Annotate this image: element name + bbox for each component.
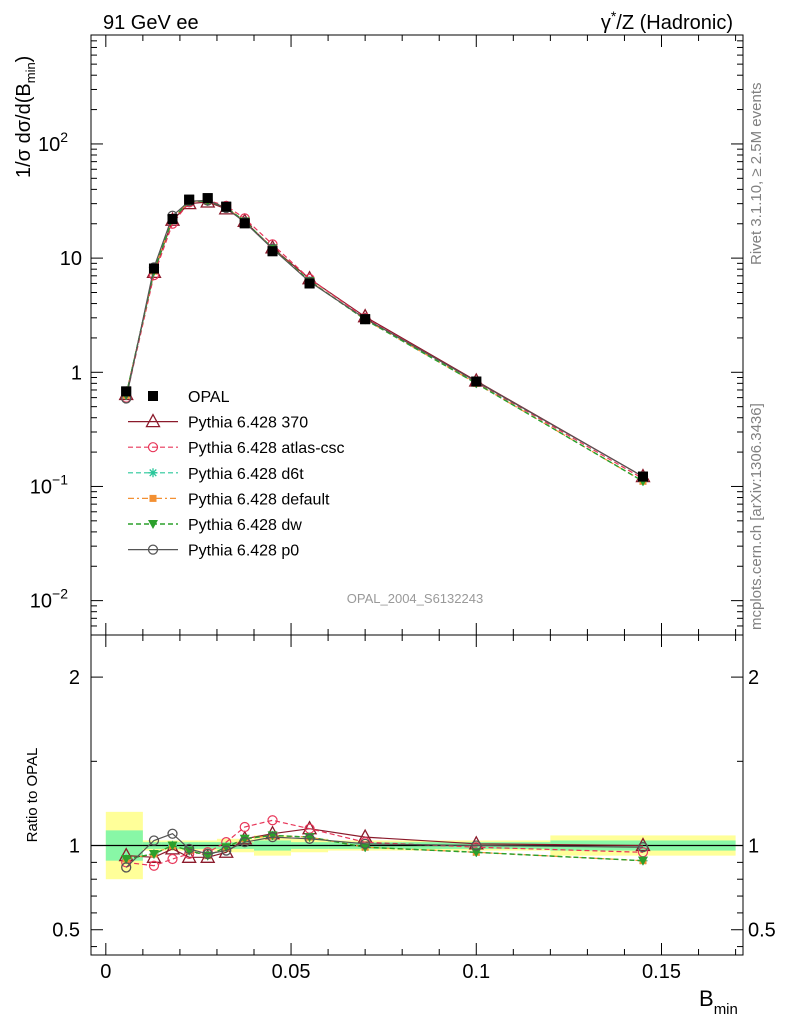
main-series-layer <box>118 193 651 487</box>
legend-marker <box>148 520 158 529</box>
main-ylabel: 1/σ dσ/d(Bmin) <box>13 56 38 178</box>
side-text-top: Rivet 3.1.10, ≥ 2.5M events <box>748 83 765 266</box>
legend-label: OPAL <box>188 389 230 406</box>
ratio-line-p370 <box>126 828 644 858</box>
legend-marker <box>147 544 159 555</box>
ratio-point-dw <box>167 841 178 851</box>
point-OPAL <box>637 471 648 482</box>
ratio-point-atlas <box>267 815 278 826</box>
series-line-p370 <box>125 201 644 478</box>
point-OPAL <box>184 194 195 205</box>
ratio-ytick-label: 0.5 <box>52 920 80 942</box>
point-OPAL <box>267 246 278 257</box>
main-ytick-label: 10−2 <box>30 586 68 613</box>
ratio-line-p0 <box>125 833 644 868</box>
ratio-ytick-label-right: 2 <box>748 667 759 689</box>
xtick-label: 0.15 <box>642 961 681 983</box>
ratio-point-atlas <box>167 853 178 865</box>
point-OPAL <box>304 278 315 289</box>
ratio-ytick-label-right: 0.5 <box>748 920 776 942</box>
ratio-point-dw <box>184 846 195 856</box>
point-OPAL <box>471 376 482 387</box>
xtick-label: 0.05 <box>272 961 311 983</box>
ratio-point-p0 <box>184 843 195 855</box>
ratio-ylabel: Ratio to OPAL <box>24 748 41 843</box>
legend-label: Pythia 6.428 d6t <box>188 466 304 483</box>
ratio-line-atlas <box>126 819 644 867</box>
header-right: γ*/Z (Hadronic) <box>601 8 733 34</box>
legend-label: Pythia 6.428 atlas-csc <box>188 440 345 457</box>
ratio-point-dw <box>221 843 232 853</box>
ratio-series-p0 <box>121 828 649 873</box>
ratio-point-p0 <box>359 838 371 849</box>
ratio-point-p0 <box>121 862 132 873</box>
point-OPAL <box>239 218 250 229</box>
ratio-point-p0 <box>148 835 160 846</box>
ratio-point-dw <box>121 855 132 864</box>
main-ytick-label: 10 <box>60 248 82 270</box>
legend-item: Pythia 6.428 p0 <box>128 543 299 560</box>
ratio-ytick-label: 1 <box>69 836 80 858</box>
point-OPAL <box>221 201 232 212</box>
legend-item: Pythia 6.428 d6t <box>128 466 304 483</box>
point-OPAL <box>148 263 159 274</box>
series-line-dw <box>125 200 644 482</box>
ratio-point-atlas <box>148 860 160 871</box>
point-OPAL <box>202 193 213 204</box>
legend-item: Pythia 6.428 default <box>128 491 330 508</box>
ratio-ytick-label-right: 1 <box>748 836 759 858</box>
ratio-axes: 0.5 0.5 1 1 2 2 0 0.05 0.1 0.15 <box>52 634 776 983</box>
ratio-point-p370 <box>181 848 197 863</box>
point-OPAL <box>167 214 178 225</box>
legend-marker <box>145 413 161 428</box>
series-line-p0 <box>125 199 644 478</box>
analysis-id: OPAL_2004_S6132243 <box>347 591 483 606</box>
ratio-ytick-label: 2 <box>69 667 80 689</box>
ratio-point-p0 <box>239 837 250 848</box>
point-OPAL <box>121 386 132 397</box>
legend-item: OPAL <box>148 389 230 406</box>
main-ytick-label: 10−1 <box>30 471 68 498</box>
legend-marker <box>147 442 159 453</box>
main-axes: 10−2 10−1 1 10 102 <box>30 34 744 636</box>
ratio-frame <box>90 634 744 956</box>
legend-label: Pythia 6.428 dw <box>188 517 302 534</box>
legend-label: Pythia 6.428 p0 <box>188 543 299 560</box>
ratio-line-dw <box>126 834 644 862</box>
series-line-atlas <box>125 199 644 480</box>
legend-item: Pythia 6.428 atlas-csc <box>128 440 345 457</box>
xtick-label: 0 <box>100 961 111 983</box>
x-axis-label: Bmin <box>699 986 738 1018</box>
ratio-series-layer <box>118 815 651 873</box>
ratio-point-dw <box>239 834 250 844</box>
legend-label: Pythia 6.428 default <box>188 491 330 508</box>
xtick-label: 0.1 <box>462 961 490 983</box>
main-ytick-label: 1 <box>71 362 82 384</box>
legend-marker <box>149 494 157 502</box>
ratio-point-p0 <box>267 831 278 843</box>
series-OPAL-top <box>121 193 648 482</box>
legend-marker <box>148 468 158 478</box>
legend-item: Pythia 6.428 370 <box>128 413 308 432</box>
legend-item: Pythia 6.428 dw <box>128 517 302 534</box>
ratio-point-p0 <box>221 845 232 856</box>
main-ytick-label: 102 <box>38 129 68 156</box>
ratio-point-dw <box>148 849 159 859</box>
ratio-point-p0 <box>471 840 482 851</box>
ratio-point-dw <box>471 848 482 858</box>
legend-marker <box>148 391 158 401</box>
point-OPAL <box>360 314 371 325</box>
ratio-point-p0 <box>202 848 213 860</box>
legend-label: Pythia 6.428 370 <box>188 415 308 432</box>
legend: OPAL Pythia 6.428 370 Pythia 6.428 atlas-c… <box>128 389 345 560</box>
ratio-point-p0 <box>304 833 315 844</box>
ratio-point-dw <box>637 856 648 866</box>
ratio-point-p0 <box>637 842 649 853</box>
side-text-bottom: mcplots.cern.ch [arXiv:1306.3436] <box>748 403 765 630</box>
header-left: 91 GeV ee <box>103 12 199 34</box>
ratio-point-atlas <box>239 821 250 833</box>
ratio-point-p0 <box>167 828 178 839</box>
